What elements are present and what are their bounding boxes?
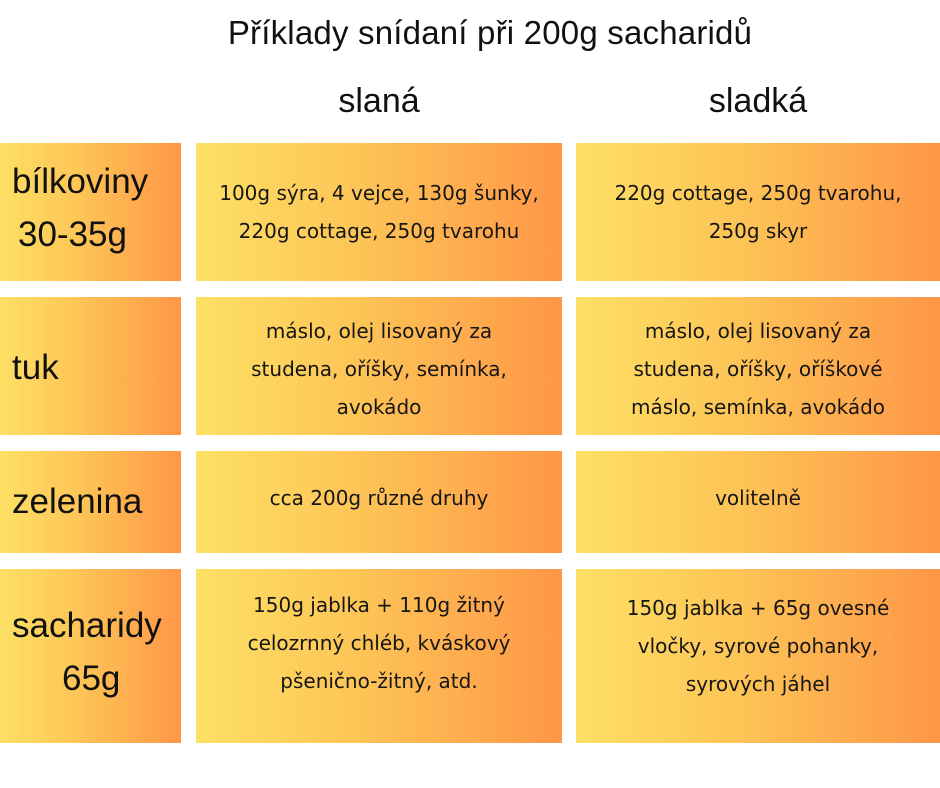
cell-line: celozrnný chléb, kváskový <box>247 631 511 655</box>
column-header-salty: slaná <box>338 82 420 120</box>
row-label-vegetables: zelenina <box>12 475 177 528</box>
row-label-protein: bílkoviny 30-35g <box>12 155 177 261</box>
row-label-box-vegetables: zelenina <box>0 451 181 553</box>
cell-line: cca 200g různé druhy <box>269 486 489 510</box>
row-label-line: 30-35g <box>18 215 127 254</box>
row-label-box-fat: tuk <box>0 297 181 435</box>
cell-carbs-sweet: 150g jablka + 65g ovesné vločky, syrové … <box>576 569 940 743</box>
cell-fat-sweet: máslo, olej lisovaný za studena, oříšky,… <box>576 297 940 435</box>
page-title: Příklady snídaní při 200g sacharidů <box>227 14 753 51</box>
cell-line: pšenično-žitný, atd. <box>280 669 478 693</box>
cell-line: máslo, olej lisovaný za <box>265 319 493 343</box>
cell-line: máslo, olej lisovaný za <box>644 319 872 343</box>
cell-line: 100g sýra, 4 vejce, 130g šunky, <box>219 181 539 205</box>
cell-vegetables-sweet: volitelně <box>576 451 940 553</box>
row-label-line: bílkoviny <box>12 162 149 201</box>
cell-line: vločky, syrové pohanky, <box>637 634 879 658</box>
cell-line: avokádo <box>336 395 422 419</box>
row-label-box-carbs: sacharidy 65g <box>0 569 181 743</box>
cell-line: 250g skyr <box>708 219 808 243</box>
column-header-sweet: sladká <box>708 82 808 120</box>
cell-line: syrových jáhel <box>685 672 831 696</box>
cell-line: 150g jablka + 110g žitný <box>253 593 505 617</box>
cell-line: máslo, semínka, avokádo <box>630 395 886 419</box>
row-label-line: 65g <box>62 659 121 698</box>
cell-vegetables-salty: cca 200g různé druhy <box>196 451 562 553</box>
row-label-box-protein: bílkoviny 30-35g <box>0 143 181 281</box>
cell-line: studena, oříšky, oříškové <box>633 357 883 381</box>
cell-line: 220g cottage, 250g tvarohu <box>238 219 520 243</box>
cell-fat-salty: máslo, olej lisovaný za studena, oříšky,… <box>196 297 562 435</box>
cell-protein-salty: 100g sýra, 4 vejce, 130g šunky, 220g cot… <box>196 143 562 281</box>
cell-carbs-salty: 150g jablka + 110g žitný celozrnný chléb… <box>196 569 562 743</box>
cell-line: volitelně <box>715 486 801 510</box>
row-label-fat: tuk <box>12 341 177 394</box>
row-label-line: tuk <box>12 348 59 387</box>
cell-protein-sweet: 220g cottage, 250g tvarohu, 250g skyr <box>576 143 940 281</box>
row-label-carbs: sacharidy 65g <box>12 599 177 705</box>
row-label-line: sacharidy <box>12 606 162 645</box>
cell-line: 150g jablka + 65g ovesné <box>626 596 890 620</box>
row-label-line: zelenina <box>12 482 143 521</box>
cell-line: 220g cottage, 250g tvarohu, <box>614 181 902 205</box>
cell-line: studena, oříšky, semínka, <box>251 357 507 381</box>
